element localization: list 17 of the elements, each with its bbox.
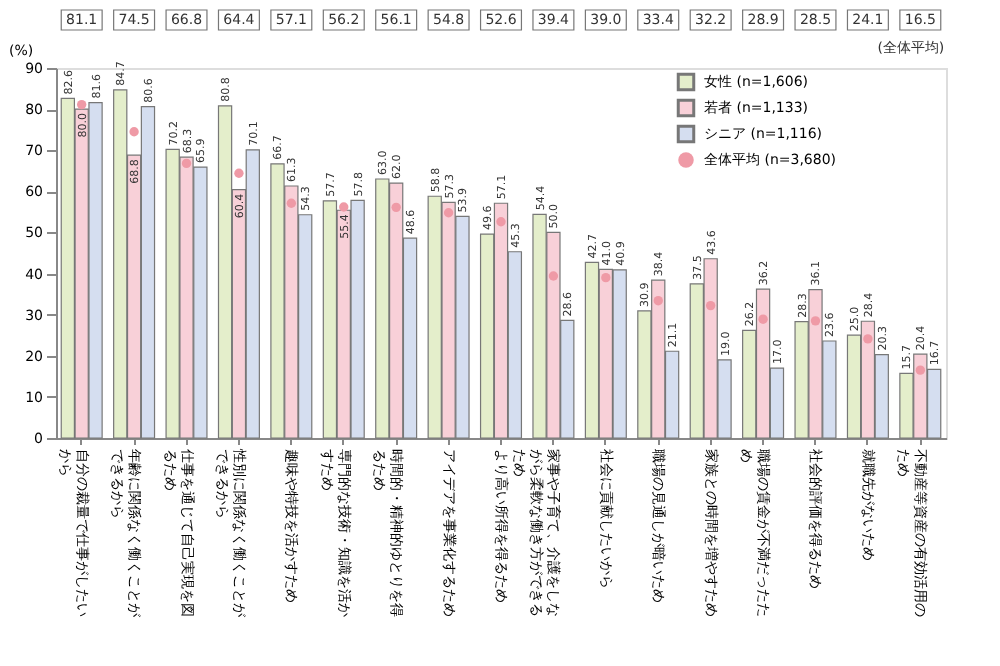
point (129, 127, 139, 137)
point (181, 158, 192, 169)
point (915, 365, 926, 375)
point (548, 271, 559, 281)
point (339, 202, 349, 212)
point (810, 316, 821, 326)
point (443, 208, 454, 218)
point (758, 314, 768, 324)
point (653, 296, 663, 306)
point (76, 99, 87, 110)
point (863, 334, 873, 344)
point (286, 198, 297, 208)
point (234, 168, 244, 178)
point (391, 202, 401, 213)
point (705, 300, 716, 311)
point (496, 217, 506, 227)
point (601, 272, 611, 283)
